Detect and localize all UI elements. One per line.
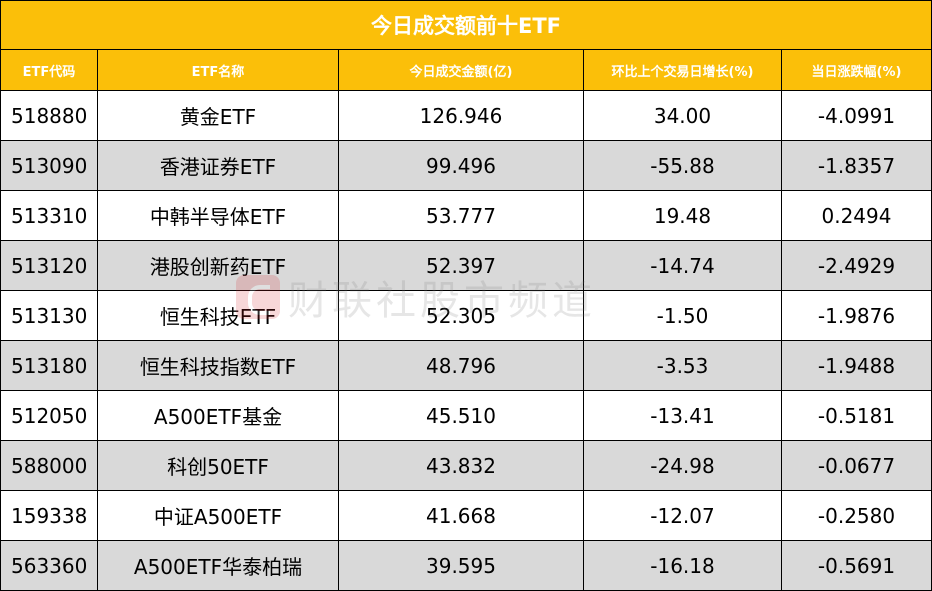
cell-turnover: 126.946 (338, 90, 584, 141)
cell-code: 513180 (0, 340, 98, 391)
cell-code: 513130 (0, 290, 98, 341)
cell-change: -1.9488 (781, 340, 932, 391)
cell-change: -2.4929 (781, 240, 932, 291)
cell-code: 588000 (0, 440, 98, 491)
table-row: 513090 香港证券ETF 99.496 -55.88 -1.8357 (0, 140, 932, 191)
cell-turnover: 39.595 (338, 540, 584, 591)
column-header-change: 当日涨跌幅(%) (781, 49, 932, 91)
cell-turnover: 41.668 (338, 490, 584, 541)
cell-turnover: 43.832 (338, 440, 584, 491)
cell-code: 518880 (0, 90, 98, 141)
cell-change: -4.0991 (781, 90, 932, 141)
cell-code: 513090 (0, 140, 98, 191)
column-header-turnover: 今日成交金额(亿) (338, 49, 584, 91)
cell-growth: -16.18 (583, 540, 782, 591)
cell-code: 513310 (0, 190, 98, 241)
cell-turnover: 53.777 (338, 190, 584, 241)
cell-name: 科创50ETF (97, 440, 339, 491)
cell-code: 159338 (0, 490, 98, 541)
table-row: 512050 A500ETF基金 45.510 -13.41 -0.5181 (0, 390, 932, 441)
cell-change: -0.5691 (781, 540, 932, 591)
cell-name: A500ETF华泰柏瑞 (97, 540, 339, 591)
column-header-growth: 环比上个交易日增长(%) (583, 49, 782, 91)
cell-growth: -14.74 (583, 240, 782, 291)
cell-name: 中韩半导体ETF (97, 190, 339, 241)
cell-growth: -12.07 (583, 490, 782, 541)
table-row: 588000 科创50ETF 43.832 -24.98 -0.0677 (0, 440, 932, 491)
table-row: 563360 A500ETF华泰柏瑞 39.595 -16.18 -0.5691 (0, 540, 932, 591)
cell-turnover: 99.496 (338, 140, 584, 191)
cell-change: 0.2494 (781, 190, 932, 241)
cell-name: 港股创新药ETF (97, 240, 339, 291)
cell-growth: 19.48 (583, 190, 782, 241)
table-row: 518880 黄金ETF 126.946 34.00 -4.0991 (0, 90, 932, 141)
table-row: 513130 恒生科技ETF 52.305 -1.50 -1.9876 (0, 290, 932, 341)
cell-change: -0.2580 (781, 490, 932, 541)
table-row: 513310 中韩半导体ETF 53.777 19.48 0.2494 (0, 190, 932, 241)
cell-code: 513120 (0, 240, 98, 291)
cell-code: 512050 (0, 390, 98, 441)
cell-name: 恒生科技ETF (97, 290, 339, 341)
cell-name: 恒生科技指数ETF (97, 340, 339, 391)
cell-turnover: 52.397 (338, 240, 584, 291)
cell-turnover: 48.796 (338, 340, 584, 391)
title-row: 今日成交额前十ETF (0, 0, 932, 50)
cell-name: 香港证券ETF (97, 140, 339, 191)
table-title: 今日成交额前十ETF (0, 0, 932, 50)
cell-change: -1.8357 (781, 140, 932, 191)
table-row: 159338 中证A500ETF 41.668 -12.07 -0.2580 (0, 490, 932, 541)
cell-code: 563360 (0, 540, 98, 591)
cell-growth: -24.98 (583, 440, 782, 491)
cell-name: A500ETF基金 (97, 390, 339, 441)
table-row: 513180 恒生科技指数ETF 48.796 -3.53 -1.9488 (0, 340, 932, 391)
cell-growth: -1.50 (583, 290, 782, 341)
cell-change: -0.0677 (781, 440, 932, 491)
cell-growth: -3.53 (583, 340, 782, 391)
cell-name: 黄金ETF (97, 90, 339, 141)
header-row: ETF代码 ETF名称 今日成交金额(亿) 环比上个交易日增长(%) 当日涨跌幅… (0, 49, 932, 91)
cell-change: -0.5181 (781, 390, 932, 441)
cell-change: -1.9876 (781, 290, 932, 341)
cell-growth: -55.88 (583, 140, 782, 191)
cell-turnover: 45.510 (338, 390, 584, 441)
cell-name: 中证A500ETF (97, 490, 339, 541)
table-row: 513120 港股创新药ETF 52.397 -14.74 -2.4929 (0, 240, 932, 291)
cell-growth: 34.00 (583, 90, 782, 141)
cell-growth: -13.41 (583, 390, 782, 441)
cell-turnover: 52.305 (338, 290, 584, 341)
column-header-name: ETF名称 (97, 49, 339, 91)
column-header-code: ETF代码 (0, 49, 98, 91)
